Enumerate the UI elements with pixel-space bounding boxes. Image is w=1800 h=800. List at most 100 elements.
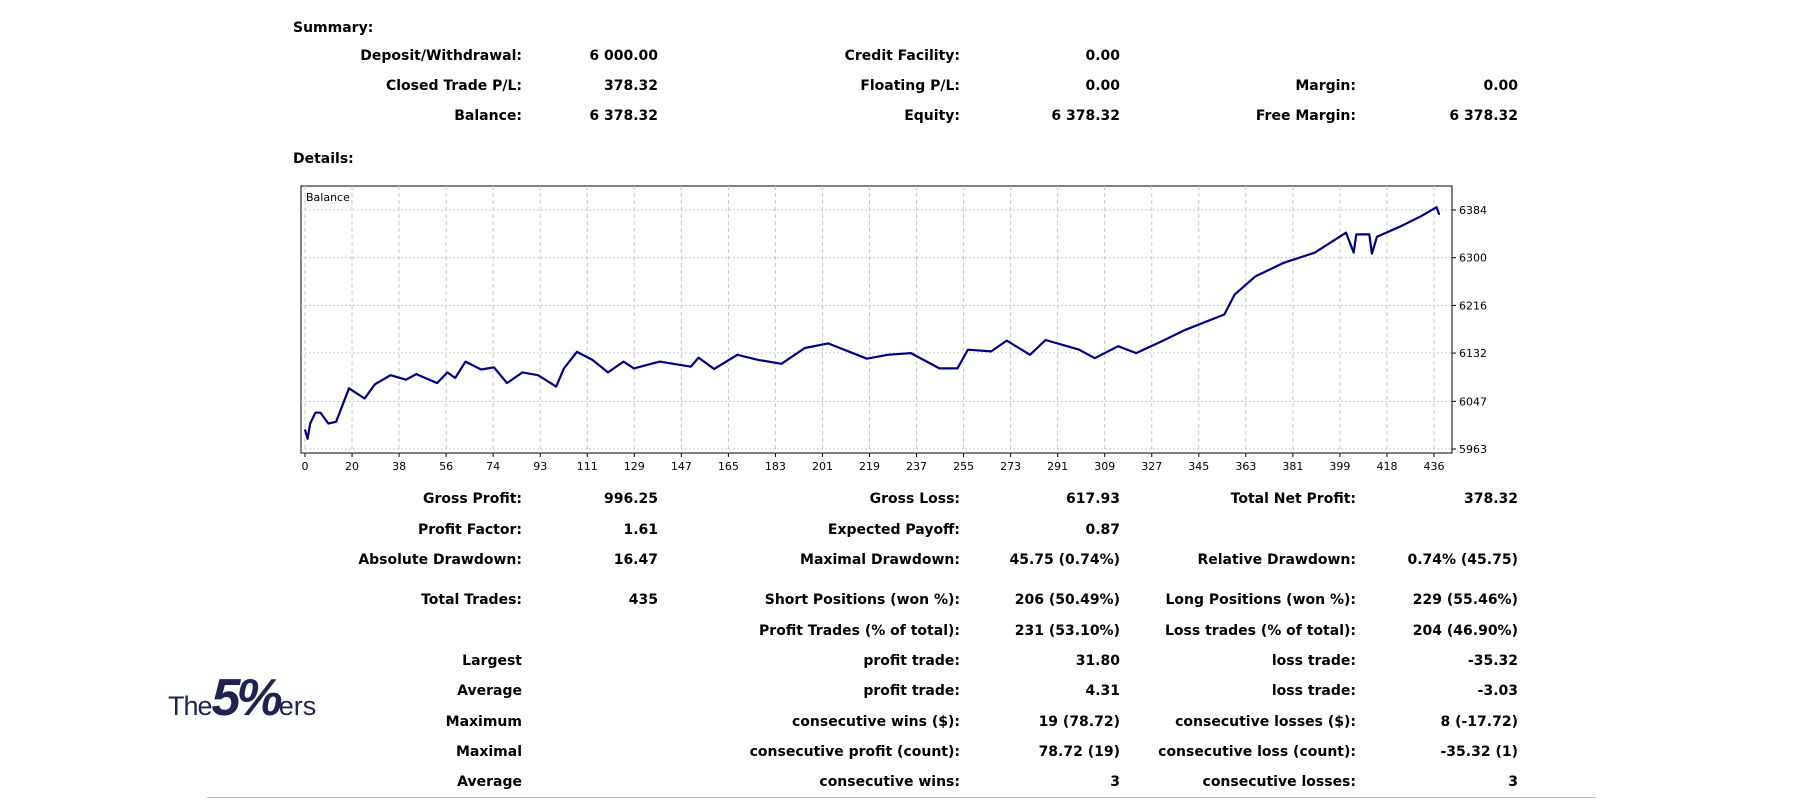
balance-point <box>736 354 739 356</box>
details-value: 231 (53.10%) <box>1014 623 1120 639</box>
details-label: profit trade: <box>863 683 960 699</box>
balance-point <box>1435 206 1438 208</box>
balance-point <box>757 359 759 361</box>
details-value: 8 (-17.72) <box>1440 714 1518 730</box>
x-tick-label: 363 <box>1235 460 1256 473</box>
balance-point <box>464 360 467 363</box>
balance-point <box>1283 262 1285 264</box>
balance-point <box>1314 251 1316 254</box>
balance-point <box>622 360 625 363</box>
details-label: Total Net Profit: <box>1230 491 1356 507</box>
balance-point <box>374 383 376 385</box>
x-tick-label: 309 <box>1094 460 1115 473</box>
balance-point <box>1135 352 1137 354</box>
summary-label: Free Margin: <box>1255 108 1356 124</box>
balance-point <box>493 366 495 368</box>
balance-point <box>304 429 306 431</box>
x-tick-label: 273 <box>1000 460 1021 473</box>
details-value: 16.47 <box>613 552 658 568</box>
balance-point <box>506 382 508 384</box>
details-label: Expected Payoff: <box>827 522 960 538</box>
details-value: -35.32 <box>1467 653 1518 669</box>
details-value: -3.03 <box>1477 683 1518 699</box>
details-label: Long Positions (won %): <box>1165 592 1356 608</box>
balance-point <box>319 412 322 414</box>
details-label: Short Positions (won %): <box>764 592 960 608</box>
details-value: 996.25 <box>603 491 658 507</box>
summary-value: 0.00 <box>1085 48 1120 64</box>
summary-value: 6 378.32 <box>589 108 658 124</box>
details-value: 31.80 <box>1075 653 1120 669</box>
summary-value: 6 378.32 <box>1051 108 1120 124</box>
details-value: 0.74% (45.75) <box>1407 552 1518 568</box>
details-value: 45.75 (0.74%) <box>1009 552 1120 568</box>
balance-point <box>309 422 311 425</box>
summary-value: 0.00 <box>1085 78 1120 94</box>
details-value: 617.93 <box>1065 491 1120 507</box>
details-label: Absolute Drawdown: <box>358 552 522 568</box>
balance-point <box>1234 293 1236 296</box>
details-value: 4.31 <box>1085 683 1120 699</box>
balance-point <box>436 382 438 384</box>
balance-point <box>327 422 329 425</box>
balance-point <box>990 350 992 352</box>
details-label: Gross Loss: <box>869 491 960 507</box>
y-tick-label: 6132 <box>1459 347 1487 360</box>
details-value: 78.72 (19) <box>1038 744 1120 760</box>
chart-frame <box>300 185 1453 454</box>
details-label: Maximal <box>455 744 522 760</box>
details-value: 19 (78.72) <box>1038 714 1120 730</box>
balance-point <box>1184 329 1187 331</box>
logo-text-ers: ers <box>278 691 317 721</box>
balance-point <box>1006 339 1008 342</box>
details-value: 3 <box>1508 774 1518 790</box>
x-tick-label: 291 <box>1047 460 1068 473</box>
details-label: Maximum <box>445 714 522 730</box>
balance-point <box>887 354 889 356</box>
balance-point <box>454 377 456 379</box>
details-label: consecutive loss (count): <box>1158 744 1356 760</box>
balance-point <box>521 371 524 373</box>
balance-point <box>1161 340 1163 342</box>
details-label: consecutive wins ($): <box>791 714 960 730</box>
balance-point <box>1420 215 1422 217</box>
balance-point <box>1223 313 1225 316</box>
details-label: consecutive profit (count): <box>749 744 960 760</box>
balance-point <box>1399 225 1401 228</box>
details-label: Maximal Drawdown: <box>800 552 960 568</box>
x-tick-label: 183 <box>765 460 786 473</box>
details-label: consecutive losses ($): <box>1175 714 1356 730</box>
x-tick-label: 418 <box>1376 460 1397 473</box>
x-tick-label: 327 <box>1141 460 1162 473</box>
balance-point <box>389 374 392 376</box>
details-label: Profit Trades (% of total): <box>759 623 960 639</box>
details-label: loss trade: <box>1271 653 1356 669</box>
balance-point <box>697 357 700 359</box>
balance-point <box>1438 213 1440 216</box>
details-label: Gross Profit: <box>422 491 522 507</box>
details-title: Details: <box>293 151 354 167</box>
balance-point <box>938 367 941 369</box>
x-tick-label: 399 <box>1329 460 1350 473</box>
summary-label: Deposit/Withdrawal: <box>360 48 522 64</box>
balance-point <box>591 359 594 361</box>
details-label: consecutive losses: <box>1202 774 1356 790</box>
balance-point <box>866 358 868 360</box>
x-tick-label: 0 <box>302 460 309 473</box>
summary-value: 378.32 <box>603 78 658 94</box>
details-label: Average <box>457 774 522 790</box>
x-tick-label: 111 <box>577 460 598 473</box>
details-value: 3 <box>1110 774 1120 790</box>
summary-label: Credit Facility: <box>844 48 960 64</box>
balance-point <box>306 438 309 440</box>
balance-point <box>555 385 557 388</box>
balance-point <box>1254 275 1256 278</box>
details-label: Profit Factor: <box>417 522 522 538</box>
balance-point <box>713 368 715 370</box>
summary-label: Floating P/L: <box>860 78 960 94</box>
balance-point <box>1371 253 1373 255</box>
details-label: profit trade: <box>863 653 960 669</box>
summary-label: Closed Trade P/L: <box>385 78 522 94</box>
summary-label: Margin: <box>1295 78 1356 94</box>
